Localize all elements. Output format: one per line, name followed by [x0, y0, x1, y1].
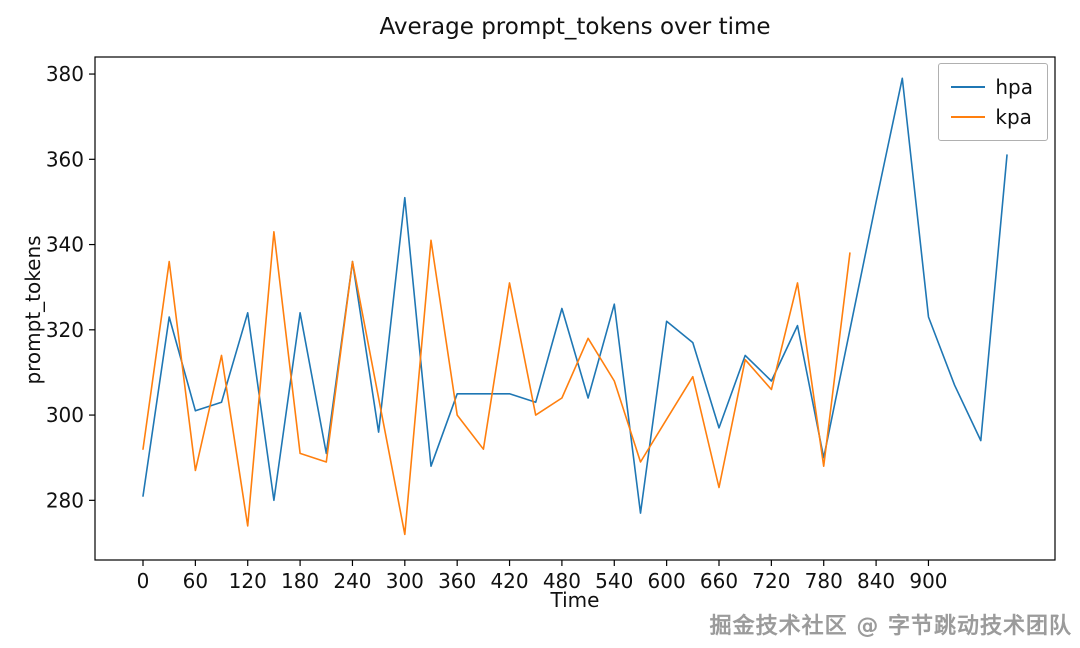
legend-entry-kpa: kpa: [951, 102, 1033, 132]
x-axis-label: Time: [550, 588, 600, 612]
x-tick-label: 600: [648, 569, 686, 593]
x-tick-label: 360: [438, 569, 476, 593]
legend-entry-hpa: hpa: [951, 72, 1033, 102]
y-tick-label: 380: [46, 62, 84, 86]
y-tick-label: 280: [46, 488, 84, 512]
legend-label-hpa: hpa: [995, 75, 1033, 99]
watermark: 掘金技术社区 @ 字节跳动技术团队: [709, 614, 1072, 639]
x-tick-label: 420: [490, 569, 528, 593]
legend-line-sample-hpa: [951, 86, 986, 88]
legend: hpa kpa: [938, 63, 1048, 141]
x-tick-label: 900: [909, 569, 947, 593]
x-tick-label: 300: [386, 569, 424, 593]
x-tick-label: 720: [752, 569, 790, 593]
x-tick-label: 840: [857, 569, 895, 593]
series-line-hpa: [142, 77, 1008, 514]
axes-spines: [94, 56, 1056, 561]
x-tick-label: 180: [281, 569, 319, 593]
x-tick-label: 60: [183, 569, 208, 593]
x-tick-label: 540: [595, 569, 633, 593]
x-tick-label: 780: [805, 569, 843, 593]
y-tick-label: 360: [46, 147, 84, 171]
y-tick-label: 300: [46, 403, 84, 427]
x-tick-label: 120: [229, 569, 267, 593]
series-line-kpa: [142, 231, 851, 536]
x-tick-label: 240: [333, 569, 371, 593]
y-axis-label: prompt_tokens: [21, 235, 45, 385]
y-tick-label: 320: [46, 318, 84, 342]
x-tick-label: 480: [543, 569, 581, 593]
y-tick-label: 340: [46, 233, 84, 257]
chart-title: Average prompt_tokens over time: [379, 14, 771, 40]
x-tick-label: 660: [700, 569, 738, 593]
legend-label-kpa: kpa: [995, 105, 1032, 129]
x-tick-label: 0: [137, 569, 150, 593]
legend-line-sample-kpa: [951, 116, 986, 118]
